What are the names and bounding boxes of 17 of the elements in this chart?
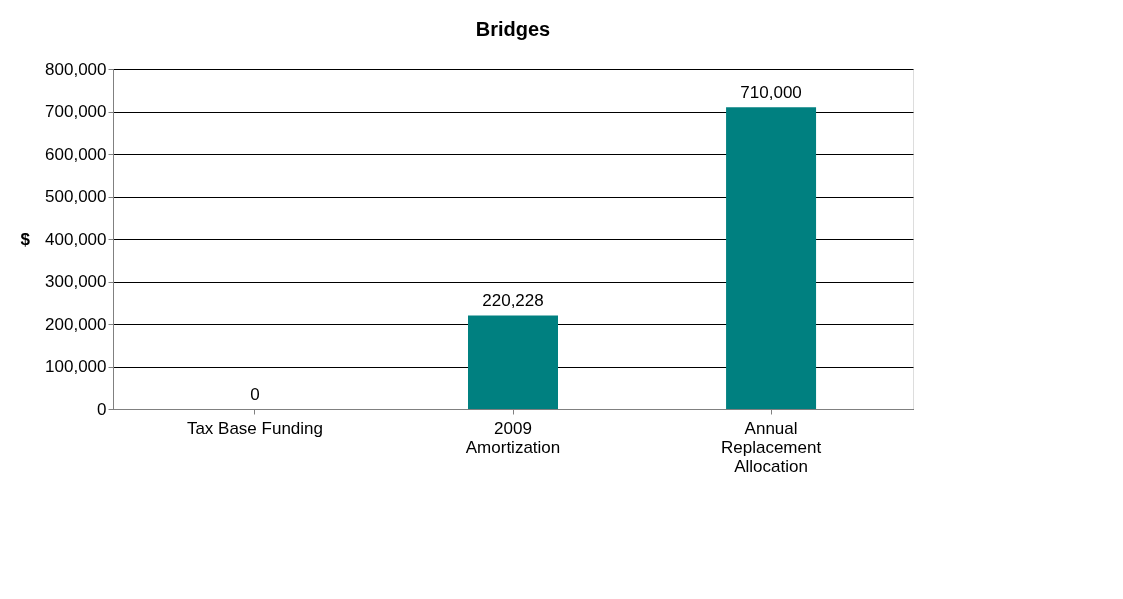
data-label: 710,000: [740, 83, 802, 103]
x-tick-label: Tax Base Funding: [186, 418, 323, 438]
y-tick-label: 600,000: [45, 144, 107, 164]
y-tick-label: 800,000: [45, 59, 107, 79]
y-tick-label: 200,000: [45, 314, 107, 334]
data-label: 220,228: [482, 291, 544, 311]
y-tick-label: 300,000: [45, 272, 107, 291]
data-label: 0: [250, 385, 260, 404]
y-tick-label: 100,000: [45, 357, 107, 376]
y-tick-label: 400,000: [45, 229, 107, 249]
y-tick-label: 0: [97, 399, 107, 419]
x-tick-label: 2009 Amortization: [465, 418, 561, 457]
y-tick-label: 700,000: [45, 102, 107, 121]
y-tick-label: 500,000: [45, 187, 107, 206]
x-tick-label: Annual Replacement Allocation: [720, 418, 822, 476]
chart-title: Bridges: [475, 18, 551, 40]
y-axis-title: $: [20, 229, 31, 249]
